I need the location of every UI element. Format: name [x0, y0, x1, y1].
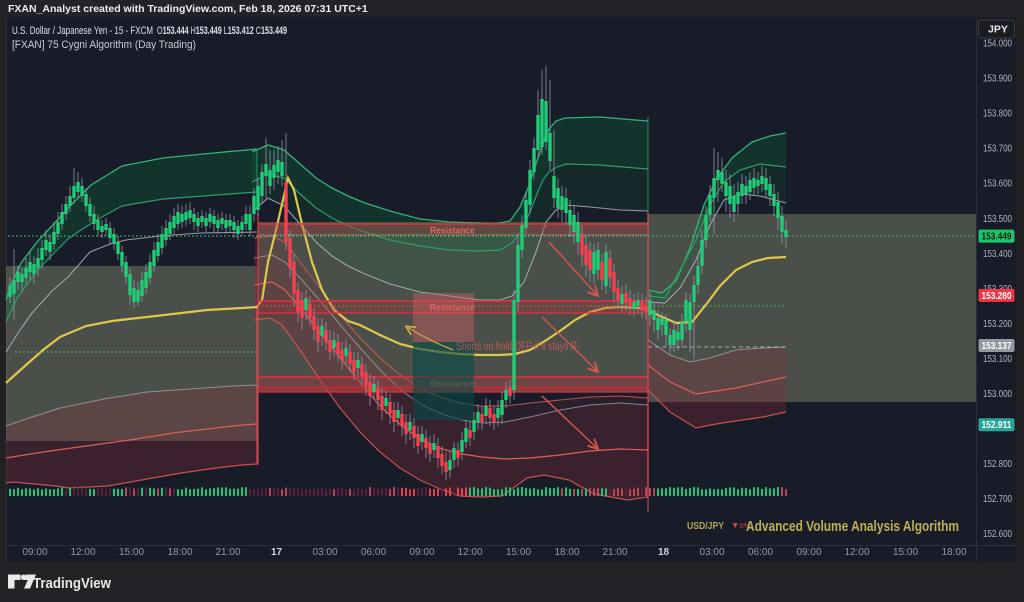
svg-text:▼0%: ▼0%	[731, 520, 751, 530]
svg-text:09:00: 09:00	[796, 547, 821, 558]
svg-text:18:00: 18:00	[554, 547, 579, 558]
svg-text:09:00: 09:00	[22, 547, 47, 558]
svg-text:152.800: 152.800	[983, 459, 1012, 470]
svg-text:06:00: 06:00	[748, 547, 773, 558]
svg-text:U.S. Dollar / Japanese Yen - 1: U.S. Dollar / Japanese Yen - 15 - FXCM	[12, 25, 153, 37]
svg-text:15:00: 15:00	[893, 547, 918, 558]
svg-text:18:00: 18:00	[941, 547, 966, 558]
svg-text:153.280: 153.280	[982, 291, 1012, 302]
svg-text:Shorts on hold DFP if it stay: Shorts on hold DFP if it stays R-	[456, 341, 580, 353]
svg-text:153.500: 153.500	[983, 214, 1012, 225]
svg-text:TradingView: TradingView	[33, 576, 112, 592]
svg-text:[FXAN] 75 Cygni Algorithm (Day: [FXAN] 75 Cygni Algorithm (Day Trading)	[12, 39, 196, 51]
svg-text:15:00: 15:00	[119, 547, 144, 558]
svg-text:18:00: 18:00	[167, 547, 192, 558]
svg-text:153.700: 153.700	[983, 144, 1012, 155]
svg-text:06:00: 06:00	[361, 547, 386, 558]
svg-text:153.449: 153.449	[982, 232, 1012, 243]
svg-text:153.200: 153.200	[983, 319, 1012, 330]
svg-text:152.700: 152.700	[983, 494, 1012, 505]
svg-text:15:00: 15:00	[506, 547, 531, 558]
svg-text:03:00: 03:00	[312, 547, 337, 558]
svg-text:153.900: 153.900	[983, 74, 1012, 85]
svg-text:153.400: 153.400	[983, 249, 1012, 260]
svg-text:17: 17	[271, 547, 283, 558]
svg-text:Resistance: Resistance	[430, 303, 475, 314]
svg-text:152.911: 152.911	[982, 420, 1012, 431]
svg-text:154.000: 154.000	[983, 39, 1012, 50]
svg-text:12:00: 12:00	[844, 547, 869, 558]
svg-text:FXAN_Analyst created with Trad: FXAN_Analyst created with TradingView.co…	[8, 3, 368, 15]
svg-text:21:00: 21:00	[602, 547, 627, 558]
svg-text:21:00: 21:00	[215, 547, 240, 558]
svg-text:12:00: 12:00	[70, 547, 95, 558]
svg-text:153.100: 153.100	[983, 354, 1012, 365]
svg-text:O153.444 H153.449 L153.412 C15: O153.444 H153.449 L153.412 C153.449	[157, 25, 287, 37]
svg-text:Advanced Volume Analysis Algor: Advanced Volume Analysis Algorithm	[746, 518, 959, 535]
svg-text:03:00: 03:00	[699, 547, 724, 558]
svg-text:USD/JPY: USD/JPY	[687, 520, 724, 532]
svg-text:JPY: JPY	[988, 24, 1008, 36]
svg-text:153.800: 153.800	[983, 109, 1012, 120]
svg-text:152.600: 152.600	[983, 529, 1012, 540]
svg-text:18: 18	[658, 547, 670, 558]
svg-text:12:00: 12:00	[457, 547, 482, 558]
svg-text:Resistance: Resistance	[430, 226, 475, 237]
svg-text:153.600: 153.600	[983, 179, 1012, 190]
svg-text:153.137: 153.137	[982, 341, 1012, 352]
svg-text:09:00: 09:00	[409, 547, 434, 558]
svg-text:153.000: 153.000	[983, 389, 1012, 400]
